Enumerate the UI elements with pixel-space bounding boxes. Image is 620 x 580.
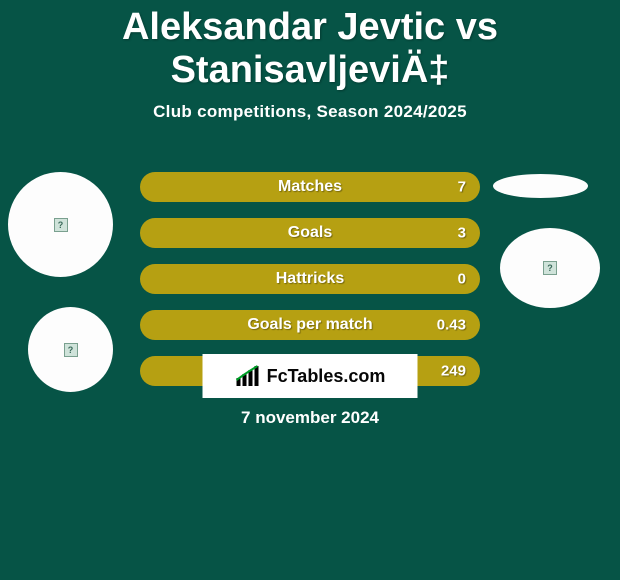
page-title: Aleksandar Jevtic vs StanisavljeviÄ‡ <box>0 0 620 92</box>
image-placeholder-icon <box>543 261 557 275</box>
stat-bar: Matches 7 <box>140 172 480 202</box>
stat-label: Goals per match <box>247 316 372 334</box>
fctables-chart-icon <box>235 364 263 388</box>
player-avatar-right <box>500 228 600 308</box>
stat-bar: Hattricks 0 <box>140 264 480 294</box>
stat-label: Hattricks <box>276 270 344 288</box>
stat-bar: Goals 3 <box>140 218 480 248</box>
stat-value: 0 <box>458 271 466 288</box>
footer-date: 7 november 2024 <box>0 408 620 428</box>
stat-value: 7 <box>458 179 466 196</box>
footer-logo: FcTables.com <box>203 354 418 398</box>
stat-label: Goals <box>288 224 332 242</box>
image-placeholder-icon <box>64 343 78 357</box>
player-avatar-left-2 <box>28 307 113 392</box>
stat-bar: Goals per match 0.43 <box>140 310 480 340</box>
page-subtitle: Club competitions, Season 2024/2025 <box>0 102 620 122</box>
stat-value: 0.43 <box>437 317 466 334</box>
player-avatar-left-1 <box>8 172 113 277</box>
stat-value: 249 <box>441 363 466 380</box>
stat-value: 3 <box>458 225 466 242</box>
player-avatar-right-oval <box>493 174 588 198</box>
image-placeholder-icon <box>54 218 68 232</box>
stat-label: Matches <box>278 178 342 196</box>
footer-logo-text: FcTables.com <box>267 366 386 387</box>
